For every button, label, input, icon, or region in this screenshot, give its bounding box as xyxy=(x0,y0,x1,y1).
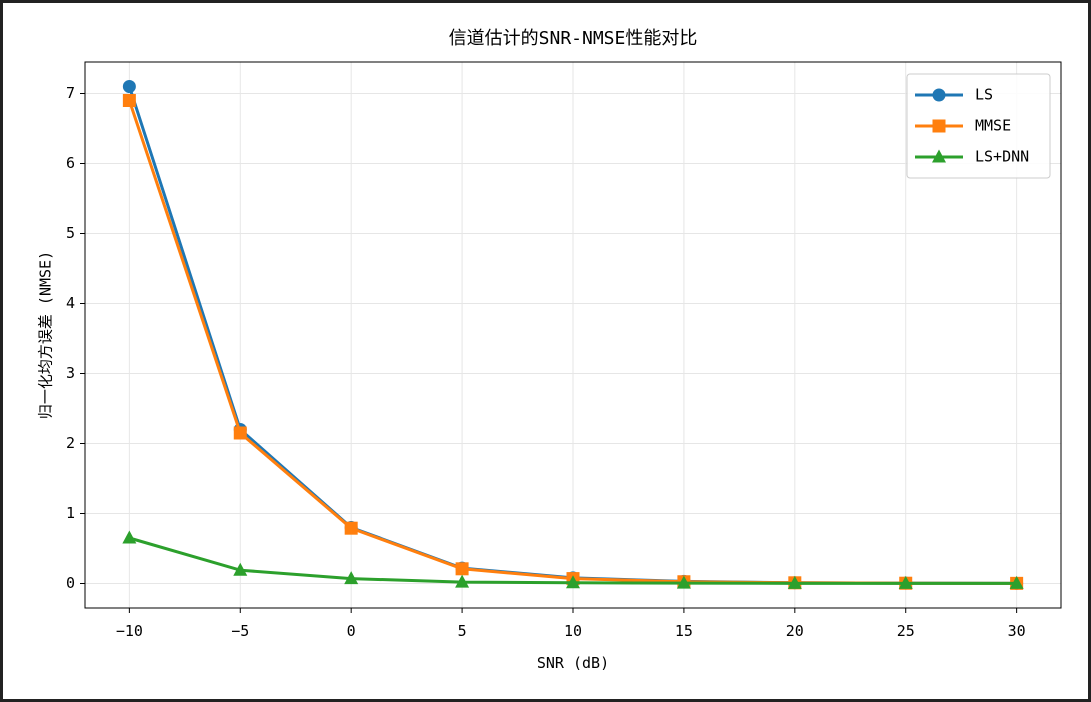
y-tick-label: 4 xyxy=(66,294,75,312)
y-tick-label: 6 xyxy=(66,154,75,172)
marker xyxy=(787,575,802,589)
x-tick-label: 15 xyxy=(675,622,693,640)
x-tick-label: 20 xyxy=(786,622,804,640)
plot-border xyxy=(84,61,1062,609)
y-axis-label: 归一化均方误差 (NMSE) xyxy=(37,251,55,419)
legend-marker xyxy=(932,119,946,133)
y-tick-label: 0 xyxy=(66,574,75,592)
marker xyxy=(455,574,470,588)
x-axis-label: SNR (dB) xyxy=(537,654,609,672)
x-tick-label: 25 xyxy=(897,622,915,640)
legend-marker xyxy=(932,88,946,102)
x-tick-label: −10 xyxy=(116,622,143,640)
legend-marker xyxy=(932,149,946,163)
x-tick-label: 5 xyxy=(458,622,467,640)
x-tick-label: −5 xyxy=(231,622,249,640)
marker xyxy=(344,571,359,585)
chart-title: 信道估计的SNR-NMSE性能对比 xyxy=(449,28,698,49)
marker xyxy=(455,562,469,576)
marker xyxy=(566,575,580,589)
marker xyxy=(898,575,913,589)
x-tick-label: 30 xyxy=(1008,622,1026,640)
y-tick-label: 5 xyxy=(66,224,75,242)
y-tick-label: 1 xyxy=(66,504,75,522)
marker xyxy=(1009,575,1024,589)
x-tick-label: 10 xyxy=(564,622,582,640)
y-tick-label: 2 xyxy=(66,434,75,452)
x-tick-label: 0 xyxy=(347,622,356,640)
marker xyxy=(122,530,137,544)
marker xyxy=(676,575,691,589)
marker xyxy=(233,562,248,576)
legend-label: MMSE xyxy=(975,117,1011,135)
marker xyxy=(344,521,358,535)
marker xyxy=(122,94,136,107)
marker xyxy=(233,426,247,440)
legend-label: LS xyxy=(975,86,993,104)
y-tick-label: 7 xyxy=(66,84,75,102)
marker xyxy=(122,80,136,93)
legend-label: LS+DNN xyxy=(975,148,1029,166)
y-tick-label: 3 xyxy=(66,364,75,382)
